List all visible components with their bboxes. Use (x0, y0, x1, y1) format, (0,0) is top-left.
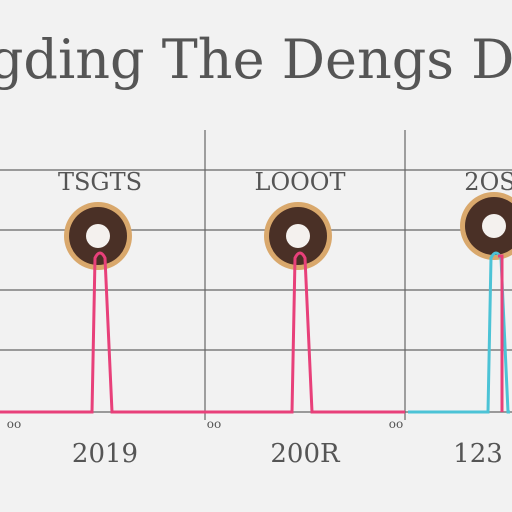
spike-line (0, 251, 205, 414)
title: oogding The Dengs Dt (0, 28, 512, 91)
panel-footer: 2019 (72, 439, 138, 469)
donut-hole (86, 224, 110, 248)
panel-header: LOOOT (255, 168, 346, 196)
donut-hole (286, 224, 310, 248)
donut-hole (482, 214, 506, 238)
panel-header: 2OS (464, 168, 512, 196)
axis-mark: oo (389, 417, 403, 431)
spike-line-accent (498, 254, 504, 412)
spike-line (205, 251, 405, 414)
axis-mark: oo (7, 417, 21, 431)
panel-footer: 123 (453, 439, 503, 469)
panel-header: TSGTS (58, 168, 142, 196)
panel-footer: 200R (270, 439, 341, 469)
axis-mark: oo (207, 417, 221, 431)
